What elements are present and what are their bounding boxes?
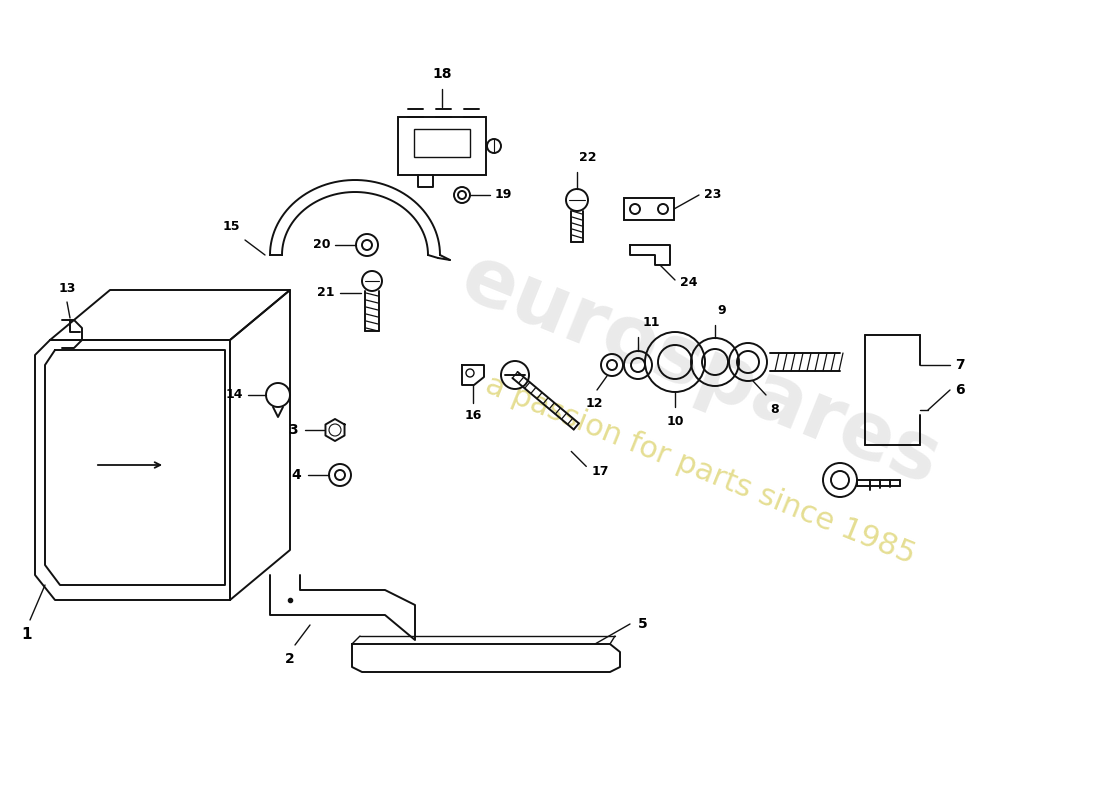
Text: 6: 6	[955, 383, 965, 397]
Text: 16: 16	[464, 409, 482, 422]
Text: 7: 7	[955, 358, 965, 372]
Text: 15: 15	[222, 220, 240, 233]
Text: 4: 4	[292, 468, 301, 482]
Bar	[414, 129, 470, 157]
Text: 18: 18	[432, 67, 452, 81]
Text: 8: 8	[770, 403, 779, 416]
Text: 19: 19	[495, 189, 513, 202]
Text: 22: 22	[579, 151, 596, 164]
Text: 17: 17	[592, 465, 608, 478]
Text: 11: 11	[644, 316, 660, 329]
Bar	[624, 198, 674, 220]
Text: 12: 12	[585, 397, 603, 410]
Text: eurospares: eurospares	[449, 238, 950, 502]
Text: a passion for parts since 1985: a passion for parts since 1985	[481, 370, 920, 570]
Text: 13: 13	[58, 282, 76, 295]
Text: 24: 24	[680, 275, 697, 289]
Text: 21: 21	[318, 286, 336, 299]
Text: 10: 10	[667, 415, 684, 428]
Text: 20: 20	[312, 238, 330, 251]
Text: 23: 23	[704, 189, 722, 202]
Text: 3: 3	[288, 423, 298, 437]
Bar	[398, 117, 486, 175]
Text: 14: 14	[226, 389, 243, 402]
Text: 2: 2	[285, 652, 295, 666]
Text: 5: 5	[638, 617, 648, 631]
Text: 9: 9	[717, 304, 726, 317]
Text: 1: 1	[22, 627, 32, 642]
